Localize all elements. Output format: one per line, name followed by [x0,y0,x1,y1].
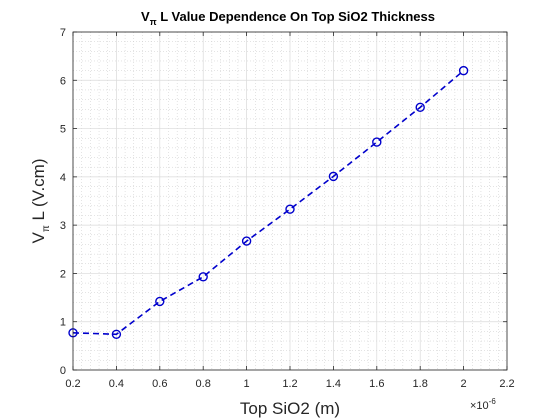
x-axis-label: Top SiO2 (m) [240,399,340,418]
chart-title-rest: L Value Dependence On Top SiO2 Thickness [157,9,435,24]
chart-title: Vπ L Value Dependence On Top SiO2 Thickn… [141,9,435,27]
y-axis-label-rest: L (V.cm) [29,158,48,225]
data-point-marker [198,272,208,282]
x-tick-label: 1.4 [326,378,341,390]
data-point-marker [458,65,469,76]
x-tick-label: 0.6 [152,378,167,390]
x-axis-exponent-base: ×10 [470,400,489,412]
chart-title-sub: π [150,17,157,27]
y-tick-label: 6 [60,75,66,87]
y-tick-label: 5 [60,124,66,136]
x-tick-label: 2 [461,378,467,390]
x-axis-exponent-power: -6 [489,397,497,406]
data-point-marker [328,171,339,182]
y-tick-label: 3 [60,220,66,232]
x-tick-label: 1.6 [369,378,384,390]
data-point-marker [415,102,425,113]
x-tick-label: 0.2 [65,378,80,390]
y-tick-label: 4 [60,172,66,184]
x-tick-label: 0.8 [196,378,211,390]
x-axis-exponent: ×10-6 [470,397,496,412]
y-axis-label-main: V [29,232,48,244]
y-tick-label: 1 [60,317,66,329]
y-tick-label: 7 [60,27,66,39]
chart-title-main: V [141,9,150,24]
data-point-marker [155,296,165,307]
tick-marks [72,31,508,371]
y-tick-labels: 0 1 2 3 4 5 6 7 [60,27,66,377]
y-tick-label: 2 [60,268,66,280]
y-axis-label: Vπ L (V.cm) [29,158,52,243]
y-axis-label-sub: π [41,225,52,232]
series-line [72,70,465,336]
data-point-marker [111,329,122,339]
data-point-marker [372,137,382,147]
plot-area [68,31,508,371]
data-point-marker [285,204,295,214]
x-tick-label: 0.4 [109,378,124,390]
y-tick-label: 0 [60,365,66,377]
data-point-marker [241,236,252,246]
x-tick-label: 1.2 [282,378,297,390]
x-tick-labels: 0.2 0.4 0.6 0.8 1 1.2 1.4 1.6 1.8 2 2.2 [65,378,514,390]
x-tick-label: 2.2 [499,378,514,390]
x-tick-label: 1 [244,378,250,390]
x-tick-label: 1.8 [413,378,428,390]
